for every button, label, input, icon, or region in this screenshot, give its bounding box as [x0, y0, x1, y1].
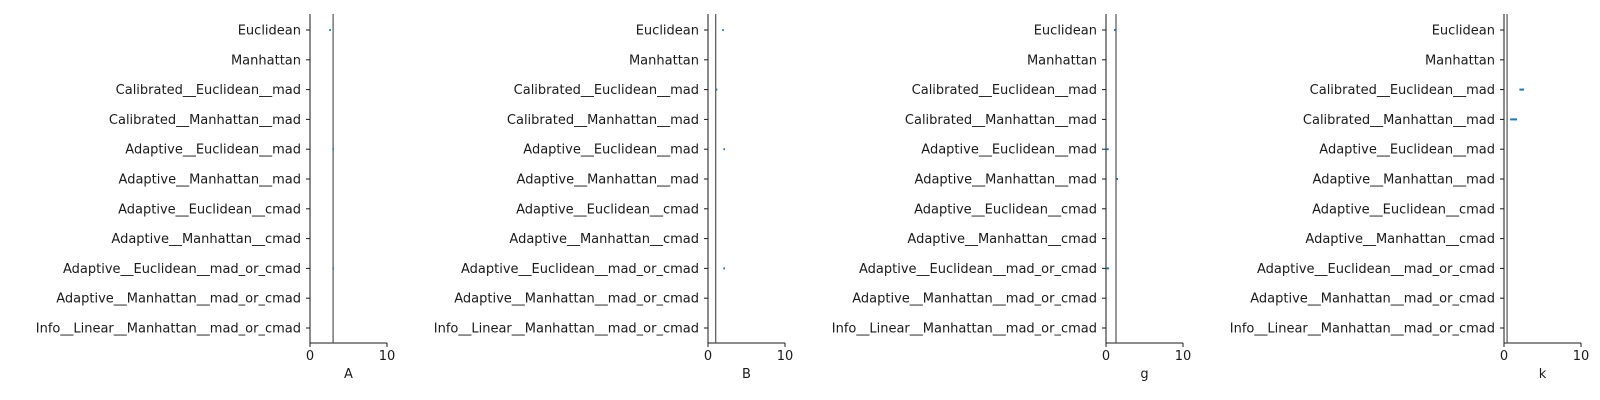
y-tick-label: Calibrated__Manhattan__mad [1303, 113, 1495, 128]
y-tick-label: Manhattan [231, 53, 301, 68]
y-tick-label: Calibrated__Manhattan__mad [109, 113, 301, 128]
y-tick-label: Adaptive__Manhattan__cmad [509, 232, 699, 247]
x-tick-label: 0 [306, 349, 314, 364]
y-tick-label: Calibrated__Euclidean__mad [116, 83, 301, 98]
y-tick-label: Adaptive__Manhattan__cmad [907, 232, 1097, 247]
y-tick-label: Adaptive__Manhattan__mad [915, 173, 1097, 188]
x-tick-label: 0 [704, 349, 712, 364]
y-tick-label: Adaptive__Manhattan__mad_or_cmad [56, 292, 301, 307]
x-axis-label: g [1140, 367, 1148, 382]
y-tick-label: Adaptive__Manhattan__cmad [1305, 232, 1495, 247]
x-axis-label: B [742, 367, 751, 382]
y-tick-label: Euclidean [636, 24, 699, 39]
y-tick-label: Adaptive__Euclidean__mad_or_cmad [63, 262, 301, 277]
y-tick-label: Manhattan [1027, 53, 1097, 68]
y-tick-label: Info__Linear__Manhattan__mad_or_cmad [36, 322, 301, 337]
y-tick-label: Adaptive__Euclidean__mad_or_cmad [859, 262, 1097, 277]
y-tick-label: Info__Linear__Manhattan__mad_or_cmad [434, 322, 699, 337]
y-tick-label: Euclidean [238, 24, 301, 39]
y-tick-label: Calibrated__Manhattan__mad [905, 113, 1097, 128]
y-tick-label: Adaptive__Euclidean__cmad [1312, 202, 1495, 217]
y-tick-label: Adaptive__Euclidean__mad [921, 143, 1097, 158]
y-tick-label: Adaptive__Euclidean__cmad [914, 202, 1097, 217]
y-tick-label: Adaptive__Manhattan__cmad [111, 232, 301, 247]
y-tick-label: Adaptive__Euclidean__mad_or_cmad [1257, 262, 1495, 277]
x-tick-label: 10 [1175, 349, 1192, 364]
y-tick-label: Calibrated__Manhattan__mad [507, 113, 699, 128]
x-axis-label: A [344, 367, 353, 382]
y-tick-label: Adaptive__Manhattan__mad_or_cmad [852, 292, 1097, 307]
y-tick-label: Info__Linear__Manhattan__mad_or_cmad [1230, 322, 1495, 337]
y-tick-label: Adaptive__Manhattan__mad_or_cmad [454, 292, 699, 307]
y-tick-label: Adaptive__Euclidean__mad [125, 143, 301, 158]
y-tick-label: Info__Linear__Manhattan__mad_or_cmad [832, 322, 1097, 337]
y-tick-label: Adaptive__Euclidean__cmad [118, 202, 301, 217]
y-tick-label: Adaptive__Manhattan__mad [517, 173, 699, 188]
panel-g: Euclidean Manhattan Calibrated__Euclidean_… [832, 14, 1192, 382]
y-tick-label: Calibrated__Euclidean__mad [514, 83, 699, 98]
x-tick-label: 10 [1573, 349, 1590, 364]
x-tick-label: 0 [1500, 349, 1508, 364]
x-tick-label: 10 [379, 349, 396, 364]
x-axis-label: k [1539, 367, 1547, 382]
y-tick-label: Adaptive__Manhattan__mad_or_cmad [1250, 292, 1495, 307]
y-tick-label: Calibrated__Euclidean__mad [1310, 83, 1495, 98]
panel-k: Euclidean Manhattan Calibrated__Euclidean_… [1230, 14, 1590, 382]
y-tick-label: Adaptive__Euclidean__mad_or_cmad [461, 262, 699, 277]
y-tick-label: Adaptive__Manhattan__mad [119, 173, 301, 188]
y-tick-label: Adaptive__Euclidean__mad [523, 143, 699, 158]
x-tick-label: 10 [777, 349, 794, 364]
y-tick-label: Adaptive__Manhattan__mad [1313, 173, 1495, 188]
y-tick-label: Adaptive__Euclidean__cmad [516, 202, 699, 217]
y-tick-label: Adaptive__Euclidean__mad [1319, 143, 1495, 158]
panel-A: Euclidean Manhattan Calibrated__Euclidean_… [36, 14, 396, 382]
y-tick-label: Euclidean [1034, 24, 1097, 39]
x-tick-label: 0 [1102, 349, 1110, 364]
y-tick-label: Euclidean [1432, 24, 1495, 39]
y-tick-label: Calibrated__Euclidean__mad [912, 83, 1097, 98]
y-tick-label: Manhattan [629, 53, 699, 68]
panel-B: Euclidean Manhattan Calibrated__Euclidean_… [434, 14, 794, 382]
y-tick-label: Manhattan [1425, 53, 1495, 68]
